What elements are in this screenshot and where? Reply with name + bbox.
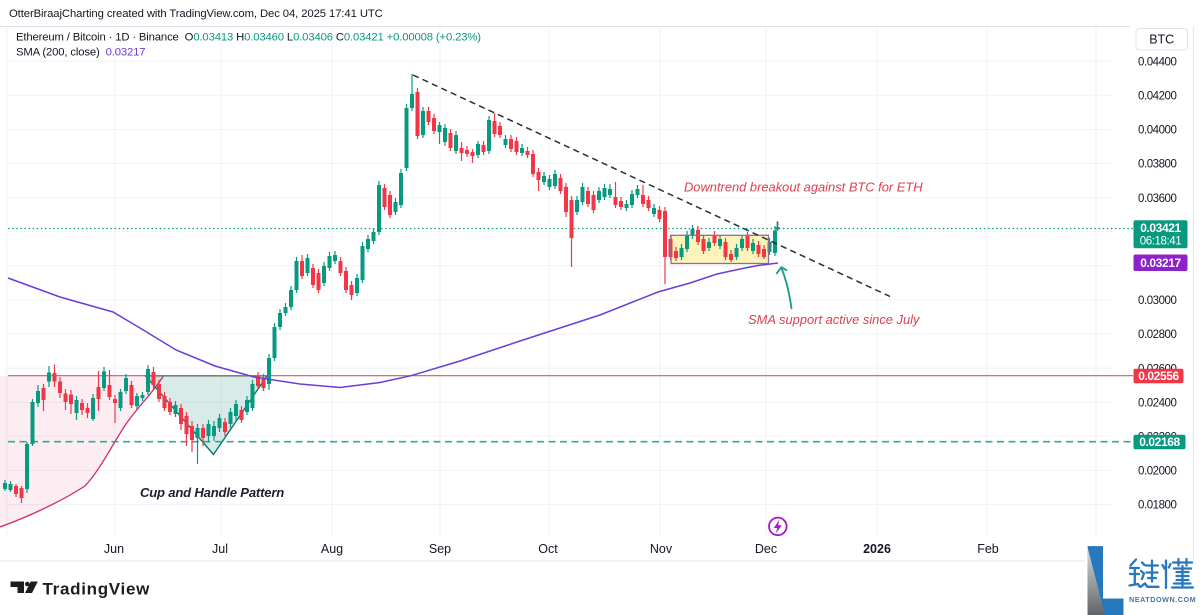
svg-text:0.03000: 0.03000 bbox=[1138, 295, 1176, 307]
svg-text:TradingView: TradingView bbox=[43, 580, 151, 599]
svg-text:SMA (200, close) 0.03217: SMA (200, close) 0.03217 bbox=[16, 47, 145, 59]
svg-text:Sep: Sep bbox=[429, 542, 451, 556]
svg-text:Downtrend breakout against BTC: Downtrend breakout against BTC for ETH bbox=[684, 180, 923, 195]
svg-text:Aug: Aug bbox=[321, 542, 343, 556]
svg-text:OtterBiraajCharting created wi: OtterBiraajCharting created with Trading… bbox=[9, 8, 383, 20]
svg-text:Oct: Oct bbox=[538, 542, 558, 556]
svg-text:0.02556: 0.02556 bbox=[1138, 369, 1179, 383]
svg-text:0.02400: 0.02400 bbox=[1138, 397, 1176, 409]
svg-text:0.03421: 0.03421 bbox=[1140, 221, 1181, 235]
svg-text:Dec: Dec bbox=[755, 542, 777, 556]
svg-text:0.03600: 0.03600 bbox=[1138, 193, 1176, 205]
svg-text:Cup and Handle Pattern: Cup and Handle Pattern bbox=[140, 485, 284, 500]
svg-text:0.04400: 0.04400 bbox=[1138, 56, 1176, 68]
svg-text:2026: 2026 bbox=[863, 542, 891, 556]
svg-text:0.02000: 0.02000 bbox=[1138, 466, 1176, 478]
svg-text:0.04000: 0.04000 bbox=[1138, 125, 1176, 137]
svg-text:Jul: Jul bbox=[212, 542, 228, 556]
svg-text:NEATDOWN.COM: NEATDOWN.COM bbox=[1129, 595, 1196, 604]
svg-text:Feb: Feb bbox=[977, 542, 999, 556]
svg-text:BTC: BTC bbox=[1149, 33, 1174, 47]
svg-text:Jun: Jun bbox=[104, 542, 124, 556]
svg-text:0.03217: 0.03217 bbox=[1140, 256, 1181, 270]
svg-text:0.02168: 0.02168 bbox=[1139, 435, 1180, 449]
svg-text:SMA support active since July: SMA support active since July bbox=[748, 312, 921, 327]
svg-text:Ethereum / Bitcoin · 1D · Bina: Ethereum / Bitcoin · 1D · Binance O0.034… bbox=[16, 32, 481, 44]
svg-text:Nov: Nov bbox=[650, 542, 673, 556]
svg-text:0.04200: 0.04200 bbox=[1138, 91, 1176, 103]
svg-text:0.03800: 0.03800 bbox=[1138, 159, 1176, 171]
svg-text:0.02800: 0.02800 bbox=[1138, 329, 1176, 341]
svg-text:06:18:41: 06:18:41 bbox=[1140, 236, 1182, 248]
svg-text:0.01800: 0.01800 bbox=[1138, 500, 1176, 512]
